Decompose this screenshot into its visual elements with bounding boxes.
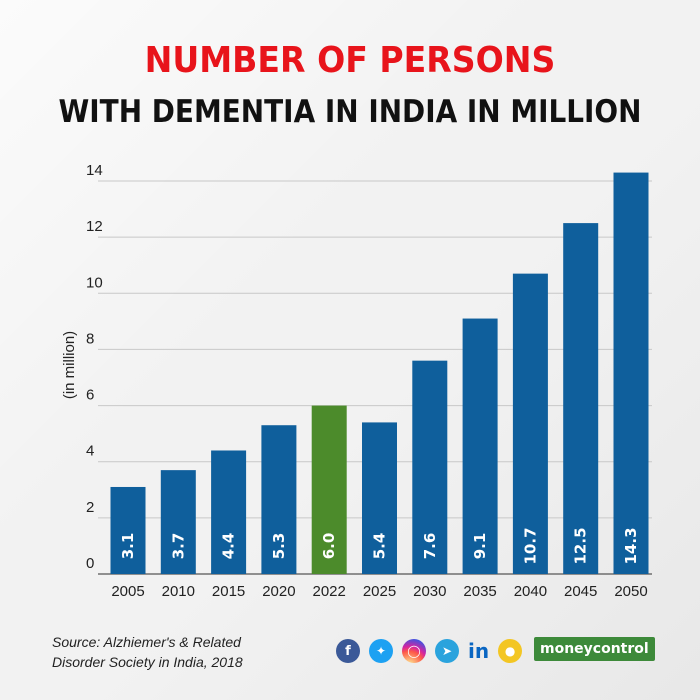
y-tick-label: 14 [86, 162, 103, 179]
y-axis-ticks: 0 2 4 6 8 10 12 14 [86, 162, 103, 572]
y-tick-label: 10 [86, 274, 103, 291]
bar-value-label-2045: 12.5 [572, 527, 590, 564]
x-tick-label-2005: 2005 [111, 583, 144, 600]
twitter-icon[interactable]: ✦ [369, 639, 393, 663]
source-note: Source: Alzhiemer's & Related Disorder S… [52, 632, 332, 672]
bar-2030 [412, 360, 448, 574]
bar-2025 [362, 422, 397, 574]
facebook-icon[interactable]: f [336, 639, 360, 663]
bar-value-label-2030: 7.6 [421, 533, 439, 560]
bar-2050 [613, 172, 649, 575]
bar-value-label-2010: 3.7 [169, 533, 187, 560]
bar-2020 [261, 425, 297, 574]
bar-value-label-2050: 14.3 [622, 527, 640, 564]
bar-2005 [110, 486, 146, 574]
bar-2010 [160, 470, 196, 574]
chart-title-line1: NUMBER OF PERSONS [144, 40, 556, 81]
x-tick-label-2050: 2050 [614, 583, 647, 600]
x-tick-label-2020: 2020 [262, 583, 295, 600]
koo-icon[interactable]: ● [498, 639, 523, 663]
x-tick-label-2035: 2035 [463, 583, 496, 600]
x-tick-label-2045: 2045 [564, 583, 597, 600]
instagram-icon[interactable]: ◯ [402, 639, 426, 663]
chart-title-line2: WITH DEMENTIA IN INDIA IN MILLION [58, 94, 642, 130]
x-tick-label-2015: 2015 [212, 583, 245, 600]
y-tick-label: 0 [86, 555, 94, 572]
y-tick-label: 4 [86, 443, 94, 460]
linkedin-icon[interactable]: in [468, 639, 490, 663]
bar-value-label-2005: 3.1 [119, 533, 137, 560]
bar-2035 [462, 318, 498, 574]
telegram-icon[interactable]: ➤ [435, 639, 459, 663]
y-tick-label: 8 [86, 330, 94, 347]
y-tick-label: 2 [86, 499, 94, 516]
y-tick-label: 12 [86, 218, 103, 235]
bar-2045 [563, 223, 599, 574]
x-tick-label-2030: 2030 [413, 583, 446, 600]
bars: 3.1 3.7 4.4 5.3 6.0 5.4 7.6 9.1 10.7 12.5 14.3 [110, 172, 649, 575]
bar-value-label-2025: 5.4 [371, 533, 389, 560]
x-tick-label-2040: 2040 [514, 583, 547, 600]
x-axis-ticks: 2005 2010 2015 2020 2022 2025 2030 2035 2040 2045… [111, 583, 647, 600]
bar-2022 [311, 405, 347, 574]
x-tick-label-2022: 2022 [313, 583, 346, 600]
source-line-2: Disorder Society in India, 2018 [52, 654, 243, 670]
y-tick-label: 6 [86, 387, 94, 404]
bar-value-label-2040: 10.7 [521, 527, 539, 564]
bar-value-label-2035: 9.1 [471, 533, 489, 560]
x-tick-label-2010: 2010 [162, 583, 195, 600]
social-icons: f ✦ ◯ ➤ in ● [336, 638, 531, 664]
bar-value-label-2015: 4.4 [220, 533, 238, 560]
y-axis-label: (in million) [61, 331, 78, 399]
bar-2040 [512, 273, 548, 574]
source-line-1: Source: Alzhiemer's & Related [52, 634, 241, 650]
brand-logo: moneycontrol [534, 637, 655, 661]
x-tick-label-2025: 2025 [363, 583, 396, 600]
bar-value-label-2022: 6.0 [320, 533, 338, 560]
bar-value-label-2020: 5.3 [270, 533, 288, 560]
bar-2015 [211, 450, 247, 574]
